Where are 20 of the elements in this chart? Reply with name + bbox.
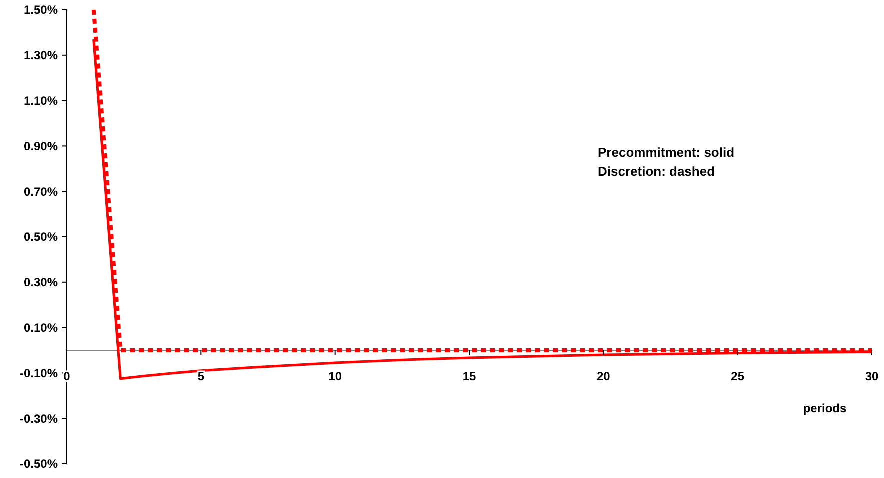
y-tick-label: 0.50%: [24, 230, 58, 244]
y-tick-label: 1.10%: [24, 94, 58, 108]
x-tick-label: 5: [198, 370, 205, 384]
x-axis-title: periods: [803, 402, 847, 416]
annotation: Precommitment: solid: [598, 145, 735, 160]
annotation: Discretion: dashed: [598, 164, 716, 179]
x-tick-label: 25: [731, 370, 745, 384]
y-tick-label: -0.50%: [20, 457, 58, 472]
y-tick-label: 0.10%: [24, 321, 58, 335]
y-tick-label: -0.30%: [20, 412, 58, 426]
x-tick-label: 30: [865, 370, 879, 384]
y-tick-label: 0.90%: [24, 139, 58, 154]
x-tick-label: 10: [328, 370, 342, 384]
y-tick-label: 0.30%: [24, 276, 58, 290]
y-tick-label: -0.10%: [20, 366, 58, 380]
y-tick-label: 1.30%: [24, 48, 58, 63]
y-tick-label: 1.50%: [24, 3, 58, 18]
y-tick-label: 0.70%: [24, 184, 58, 199]
x-tick-label: 15: [462, 370, 476, 384]
x-tick-label: 20: [596, 370, 611, 384]
